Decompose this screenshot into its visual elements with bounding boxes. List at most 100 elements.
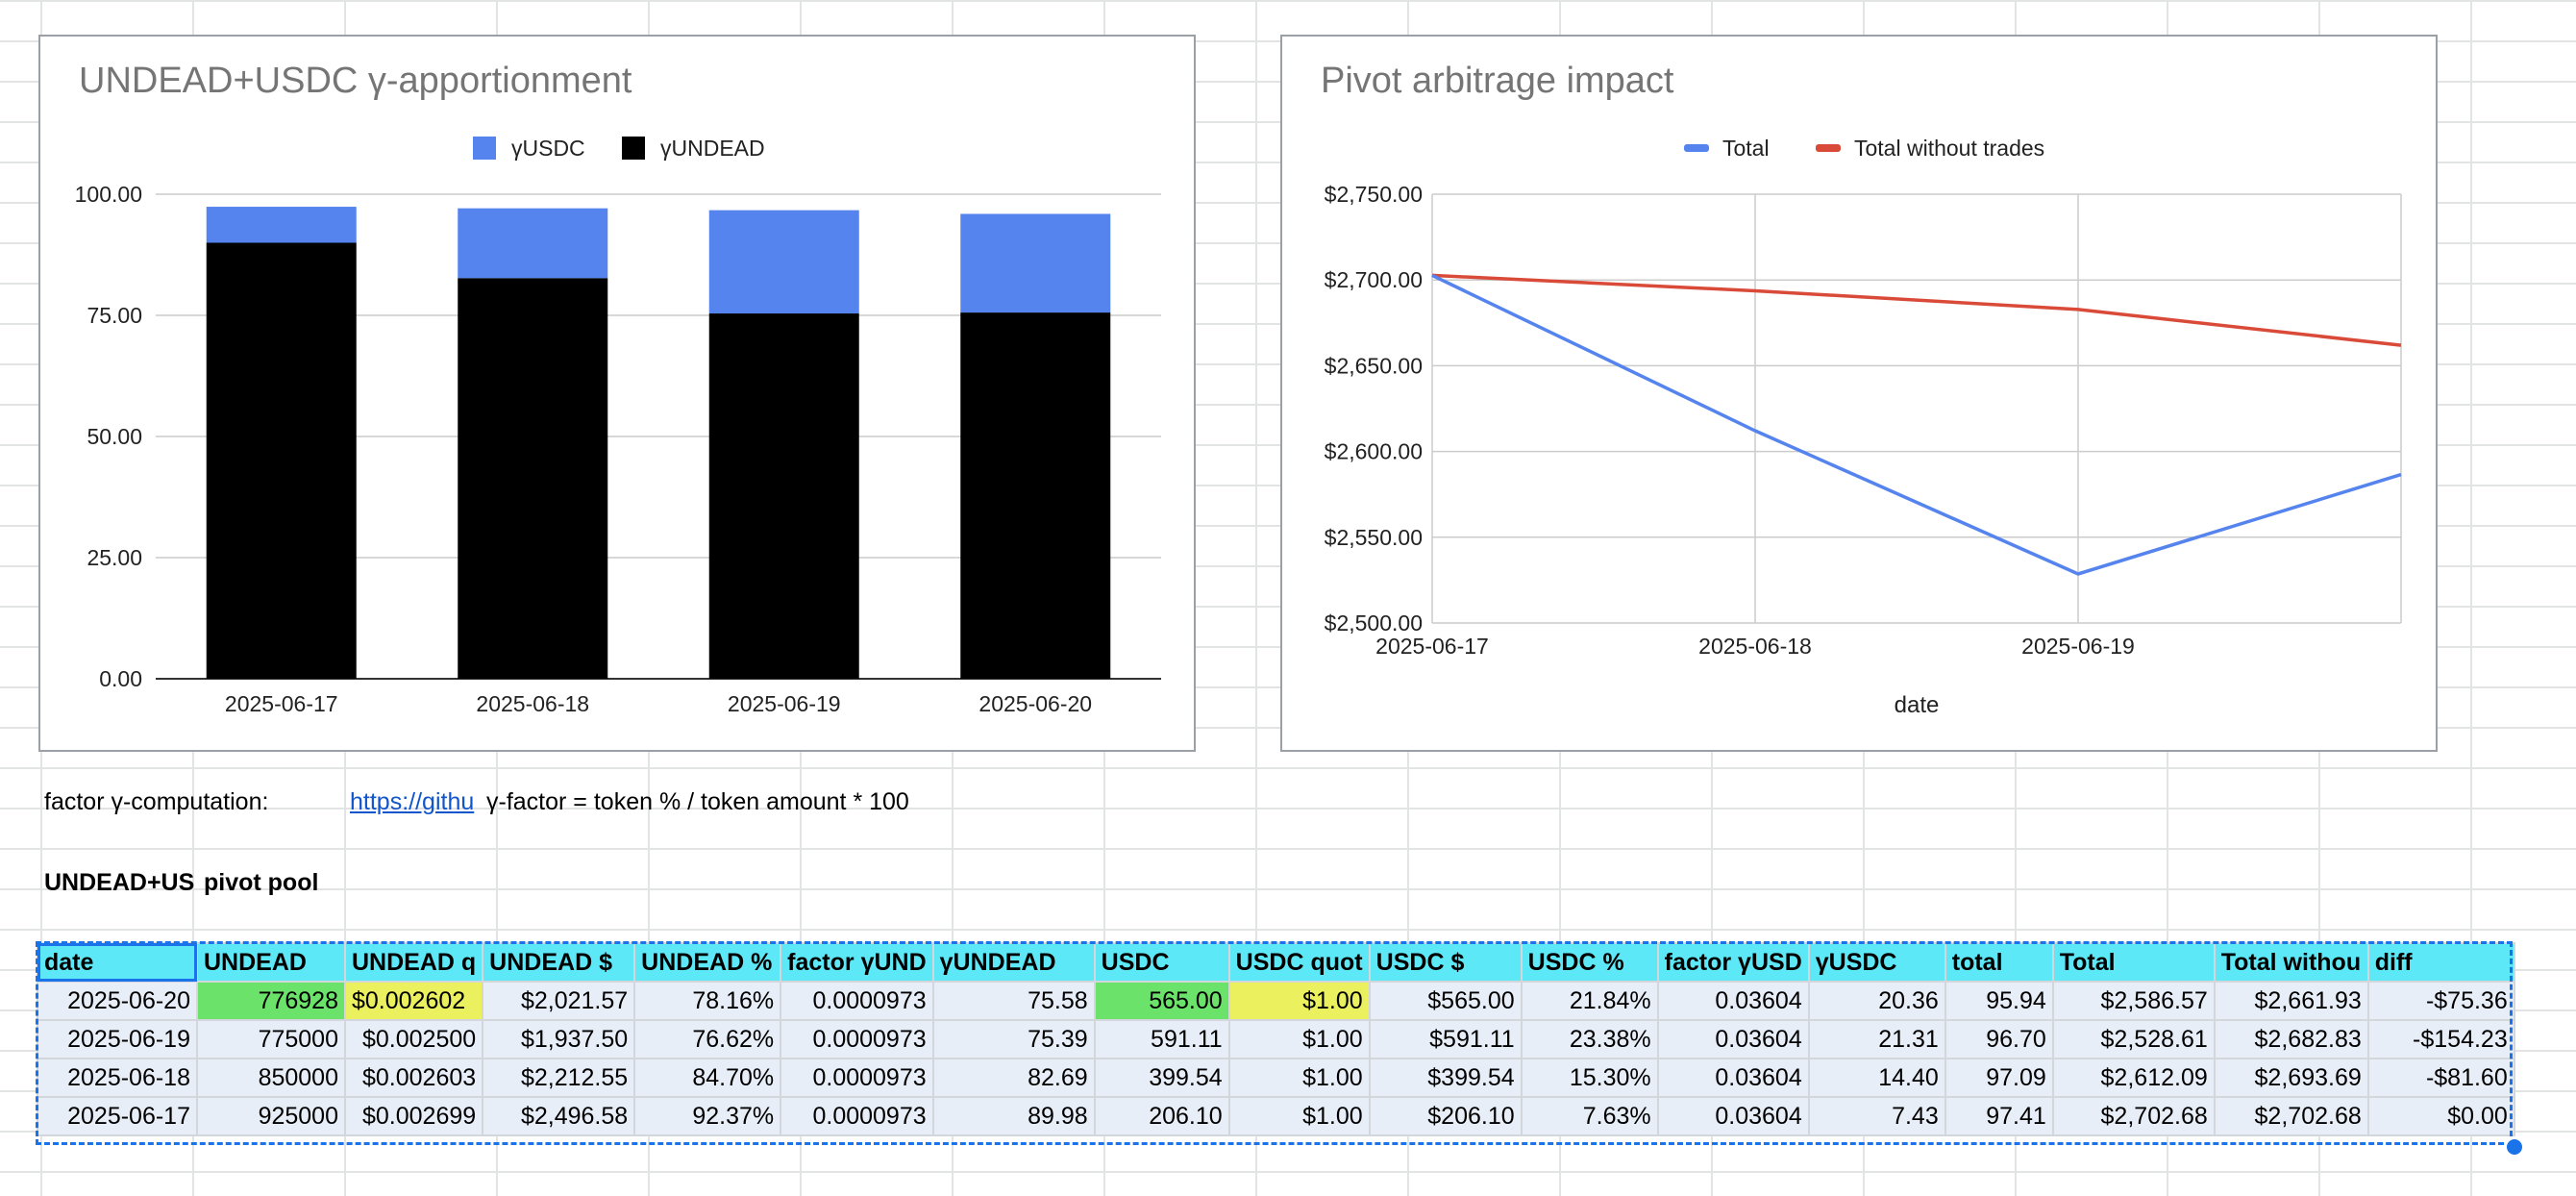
fill-handle[interactable]	[2505, 1137, 2524, 1157]
table-cell[interactable]: 399.54	[1093, 1058, 1230, 1098]
table-cell[interactable]: 20.36	[1807, 981, 1946, 1021]
table-cell[interactable]: $1.00	[1227, 1058, 1371, 1098]
table-row: 2025-06-19 775000 $0.002500 $1,937.50 76.62%…	[37, 1019, 2515, 1059]
table-cell[interactable]: 21.31	[1807, 1019, 1946, 1059]
table-cell[interactable]: 925000	[196, 1096, 346, 1136]
table-cell[interactable]: $399.54	[1368, 1058, 1523, 1098]
table-cell[interactable]: 96.70	[1944, 1019, 2054, 1059]
table-cell[interactable]: 0.0000973	[780, 981, 934, 1021]
column-header[interactable]: factor γUSD	[1656, 942, 1810, 983]
table-cell[interactable]: 75.39	[931, 1019, 1096, 1059]
column-header[interactable]: Total	[2051, 942, 2216, 983]
column-header[interactable]: γUNDEAD	[931, 942, 1096, 983]
table-cell[interactable]: 7.63%	[1520, 1096, 1659, 1136]
table-cell[interactable]: 0.0000973	[780, 1096, 934, 1136]
table-cell[interactable]: $2,586.57	[2051, 981, 2216, 1021]
column-header[interactable]: USDC quot	[1227, 942, 1371, 983]
github-link[interactable]: https://githu	[350, 788, 475, 815]
table-cell[interactable]: $0.002699	[343, 1096, 484, 1136]
table-cell[interactable]: 2025-06-20	[37, 981, 198, 1021]
table-cell[interactable]: $206.10	[1368, 1096, 1523, 1136]
table-cell[interactable]: 15.30%	[1520, 1058, 1659, 1098]
column-header[interactable]: UNDEAD	[196, 942, 346, 983]
table-cell[interactable]: -$81.60	[2366, 1058, 2515, 1098]
table-cell[interactable]: 78.16%	[633, 981, 782, 1021]
table-cell[interactable]: 7.43	[1807, 1096, 1946, 1136]
table-cell[interactable]: 97.41	[1944, 1096, 2054, 1136]
table-cell[interactable]: $591.11	[1368, 1019, 1523, 1059]
table-cell[interactable]: $0.002603	[343, 1058, 484, 1098]
table-cell[interactable]: $2,496.58	[482, 1096, 636, 1136]
table-cell[interactable]: 565.00	[1093, 981, 1230, 1021]
x-tick-label: 2025-06-18	[1698, 634, 1812, 659]
table-cell[interactable]: $2,682.83	[2213, 1019, 2369, 1059]
table-cell[interactable]: $1.00	[1227, 981, 1371, 1021]
table-cell[interactable]: 0.0000973	[780, 1019, 934, 1059]
column-header[interactable]: USDC $	[1368, 942, 1523, 983]
table-cell[interactable]: $1.00	[1227, 1096, 1371, 1136]
table-cell[interactable]: 97.09	[1944, 1058, 2054, 1098]
table-cell[interactable]: 21.84%	[1520, 981, 1659, 1021]
table-cell[interactable]: 82.69	[931, 1058, 1096, 1098]
factor-label: factor γ-computation:	[44, 788, 269, 815]
bar-gamma-usdc	[960, 213, 1111, 313]
stacked-bar-chart[interactable]: UNDEAD+USDC γ-apportionment γUSDC γUNDEAD…	[38, 35, 1196, 752]
table-cell[interactable]: $2,702.68	[2213, 1096, 2369, 1136]
table-cell[interactable]: 0.03604	[1656, 1058, 1810, 1098]
legend-label: Total without trades	[1854, 136, 2044, 161]
table-cell[interactable]: 850000	[196, 1058, 346, 1098]
table-cell[interactable]: 92.37%	[633, 1096, 782, 1136]
column-header[interactable]: USDC	[1093, 942, 1230, 983]
data-table[interactable]: date UNDEAD UNDEAD q UNDEAD $ UNDEAD % factor…	[37, 942, 2515, 1136]
table-cell[interactable]: 89.98	[931, 1096, 1096, 1136]
table-cell[interactable]: 2025-06-19	[37, 1019, 198, 1059]
column-header[interactable]: UNDEAD $	[482, 942, 636, 983]
table-cell[interactable]: 0.03604	[1656, 1096, 1810, 1136]
table-cell[interactable]: 0.03604	[1656, 981, 1810, 1021]
table-cell[interactable]: -$154.23	[2366, 1019, 2515, 1059]
table-cell[interactable]: $1.00	[1227, 1019, 1371, 1059]
table-cell[interactable]: $2,212.55	[482, 1058, 636, 1098]
table-cell[interactable]: $1,937.50	[482, 1019, 636, 1059]
column-header[interactable]: diff	[2366, 942, 2515, 983]
table-cell[interactable]: 84.70%	[633, 1058, 782, 1098]
table-cell[interactable]: -$75.36	[2366, 981, 2515, 1021]
table-cell[interactable]: 76.62%	[633, 1019, 782, 1059]
table-cell[interactable]: 776928	[196, 981, 346, 1021]
table-cell[interactable]: 0.03604	[1656, 1019, 1810, 1059]
table-cell[interactable]: 2025-06-17	[37, 1096, 198, 1136]
table-cell[interactable]: $2,612.09	[2051, 1058, 2216, 1098]
table-cell[interactable]: 95.94	[1944, 981, 2054, 1021]
line-chart[interactable]: Pivot arbitrage impact Total Total withou…	[1280, 35, 2438, 752]
column-header[interactable]: UNDEAD q	[343, 942, 484, 983]
table-cell[interactable]: 2025-06-18	[37, 1058, 198, 1098]
y-tick-label: $2,500.00	[1325, 610, 1423, 635]
x-tick-label: 2025-06-20	[978, 691, 1092, 716]
table-cell[interactable]: $2,528.61	[2051, 1019, 2216, 1059]
column-header[interactable]: date	[37, 942, 198, 983]
table-cell[interactable]: $2,693.69	[2213, 1058, 2369, 1098]
table-cell[interactable]: 23.38%	[1520, 1019, 1659, 1059]
table-row: 2025-06-18 850000 $0.002603 $2,212.55 84.70%…	[37, 1058, 2515, 1098]
table-cell[interactable]: $565.00	[1368, 981, 1523, 1021]
column-header[interactable]: factor γUND	[780, 942, 934, 983]
table-cell[interactable]: $2,661.93	[2213, 981, 2369, 1021]
column-header[interactable]: total	[1944, 942, 2054, 983]
table-cell[interactable]: $2,702.68	[2051, 1096, 2216, 1136]
table-cell[interactable]: 775000	[196, 1019, 346, 1059]
column-header[interactable]: UNDEAD %	[633, 942, 782, 983]
table-cell[interactable]: $0.002500	[343, 1019, 484, 1059]
table-cell[interactable]: 206.10	[1093, 1096, 1230, 1136]
column-header[interactable]: γUSDC	[1807, 942, 1946, 983]
table-cell[interactable]: 14.40	[1807, 1058, 1946, 1098]
table-cell[interactable]: $0.002602	[343, 981, 484, 1021]
table-cell[interactable]: $0.00	[2366, 1096, 2515, 1136]
table-cell[interactable]: $2,021.57	[482, 981, 636, 1021]
column-header[interactable]: Total withou	[2213, 942, 2369, 983]
legend-swatch	[1816, 144, 1841, 152]
stacked-bar-chart-svg: UNDEAD+USDC γ-apportionment γUSDC γUNDEAD…	[75, 61, 1161, 716]
table-cell[interactable]: 0.0000973	[780, 1058, 934, 1098]
table-cell[interactable]: 75.58	[931, 981, 1096, 1021]
table-cell[interactable]: 591.11	[1093, 1019, 1230, 1059]
column-header[interactable]: USDC %	[1520, 942, 1659, 983]
